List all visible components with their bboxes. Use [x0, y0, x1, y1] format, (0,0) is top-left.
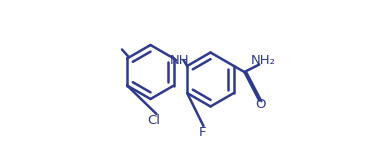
Text: Cl: Cl	[148, 114, 161, 126]
Text: O: O	[256, 99, 266, 111]
Text: NH: NH	[170, 54, 189, 66]
Text: F: F	[199, 126, 206, 138]
Text: NH₂: NH₂	[251, 54, 276, 66]
